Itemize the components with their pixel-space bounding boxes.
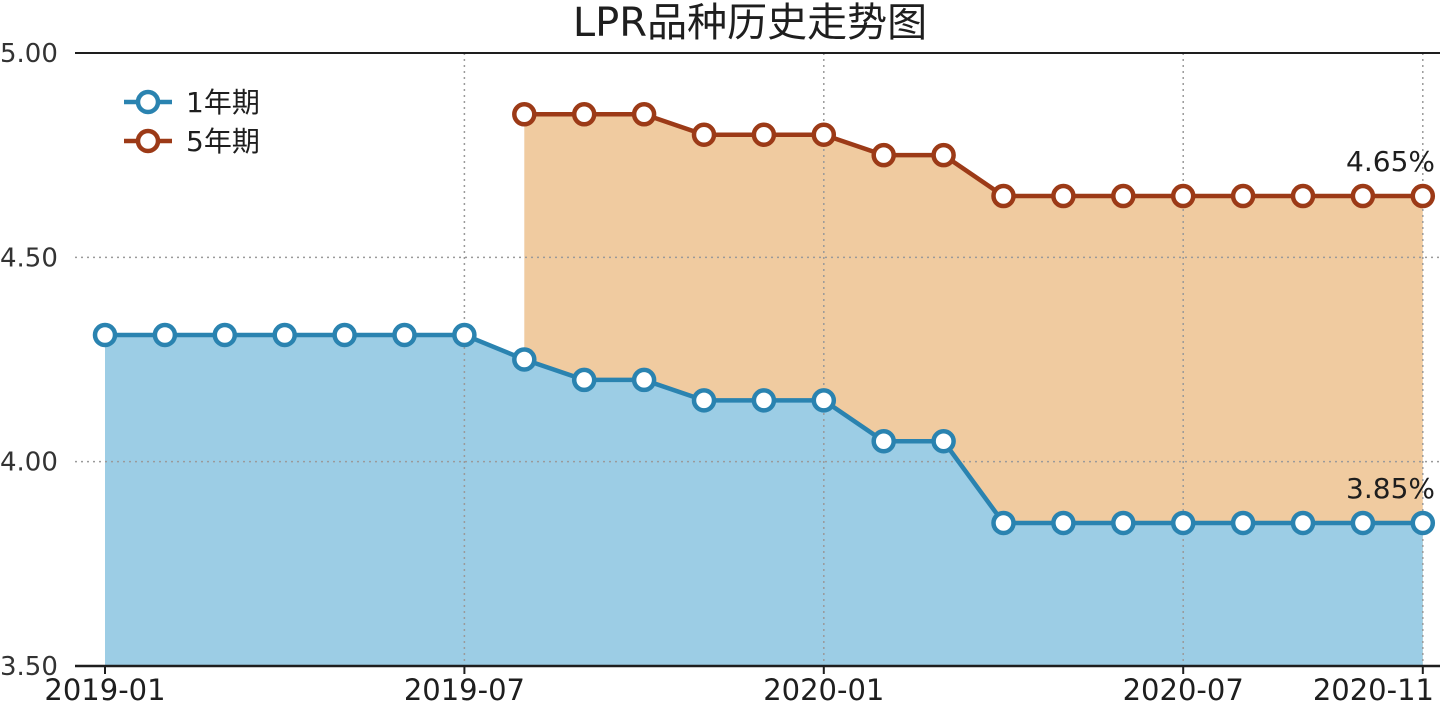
area-fills xyxy=(105,114,1423,667)
gridlines xyxy=(75,53,1440,666)
point-1y xyxy=(1170,510,1196,536)
end-label-1y: 3.85% xyxy=(1346,472,1435,505)
point-1y xyxy=(751,388,777,413)
point-5y xyxy=(691,122,717,147)
legend-swatch-marker xyxy=(135,128,161,154)
x-tick-label: 2020-11 xyxy=(1313,673,1434,702)
point-1y xyxy=(1410,510,1436,536)
tick-labels: 3.85% 4.65% 3.50 4.00 4.50 5.00 2019-01 2019-07… xyxy=(0,39,1435,702)
point-1y xyxy=(332,322,357,348)
point-5y xyxy=(1170,183,1196,209)
point-5y xyxy=(631,102,657,127)
point-1y xyxy=(1290,510,1316,536)
point-1y xyxy=(571,367,597,393)
point-1y xyxy=(272,322,297,348)
point-5y xyxy=(871,142,896,168)
y-tick-label: 5.00 xyxy=(0,39,58,69)
area-1y xyxy=(105,334,1423,666)
axes xyxy=(75,52,1440,674)
point-1y xyxy=(452,322,477,348)
y-tick-label: 3.50 xyxy=(0,652,58,682)
point-1y xyxy=(392,322,417,348)
end-label-5y: 4.65% xyxy=(1346,145,1435,178)
point-5y xyxy=(1111,183,1136,209)
x-tick-label: 2019-07 xyxy=(404,673,525,702)
line-5y xyxy=(524,112,1423,199)
point-5y xyxy=(1290,183,1316,209)
point-5y xyxy=(571,102,597,127)
point-1y xyxy=(1350,510,1376,536)
point-5y xyxy=(1350,183,1376,209)
point-5y xyxy=(1410,183,1436,209)
point-1y xyxy=(92,322,118,348)
point-1y xyxy=(811,388,837,413)
legend-swatch-marker xyxy=(135,89,161,115)
point-5y xyxy=(512,102,537,127)
point-1y xyxy=(871,428,896,454)
point-5y xyxy=(931,142,956,168)
point-5y xyxy=(751,122,777,147)
point-1y xyxy=(512,347,537,372)
point-5y xyxy=(1051,183,1076,209)
legend-label: 5年期 xyxy=(186,125,260,158)
y-tick-label: 4.50 xyxy=(0,243,58,273)
point-1y xyxy=(931,428,956,454)
x-tick-label: 2019-01 xyxy=(44,673,165,702)
point-1y xyxy=(1051,510,1076,536)
point-1y xyxy=(1111,510,1136,536)
series-points xyxy=(92,102,1436,536)
y-tick-label: 4.00 xyxy=(0,448,58,478)
point-1y xyxy=(631,367,657,393)
point-5y xyxy=(811,122,837,147)
legend-label: 1年期 xyxy=(186,86,260,119)
point-1y xyxy=(152,322,178,348)
chart-title: LPR品种历史走势图 xyxy=(573,0,927,46)
point-1y xyxy=(691,388,717,413)
point-1y xyxy=(1230,510,1256,536)
point-5y xyxy=(1230,183,1256,209)
x-tick-label: 2020-07 xyxy=(1123,673,1244,702)
point-1y xyxy=(991,510,1016,536)
x-tick-label: 2020-01 xyxy=(763,673,884,702)
point-5y xyxy=(991,183,1016,209)
point-1y xyxy=(212,322,238,348)
